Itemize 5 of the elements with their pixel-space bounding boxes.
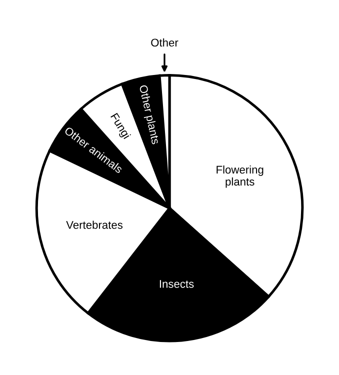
slice-label: Other plants: [137, 84, 160, 146]
slice-label: Vertebrates: [66, 220, 123, 229]
slice-label: Insects: [160, 280, 194, 288]
slice-label: Flowering plants: [216, 165, 264, 188]
slice-label: Other: [151, 38, 178, 47]
